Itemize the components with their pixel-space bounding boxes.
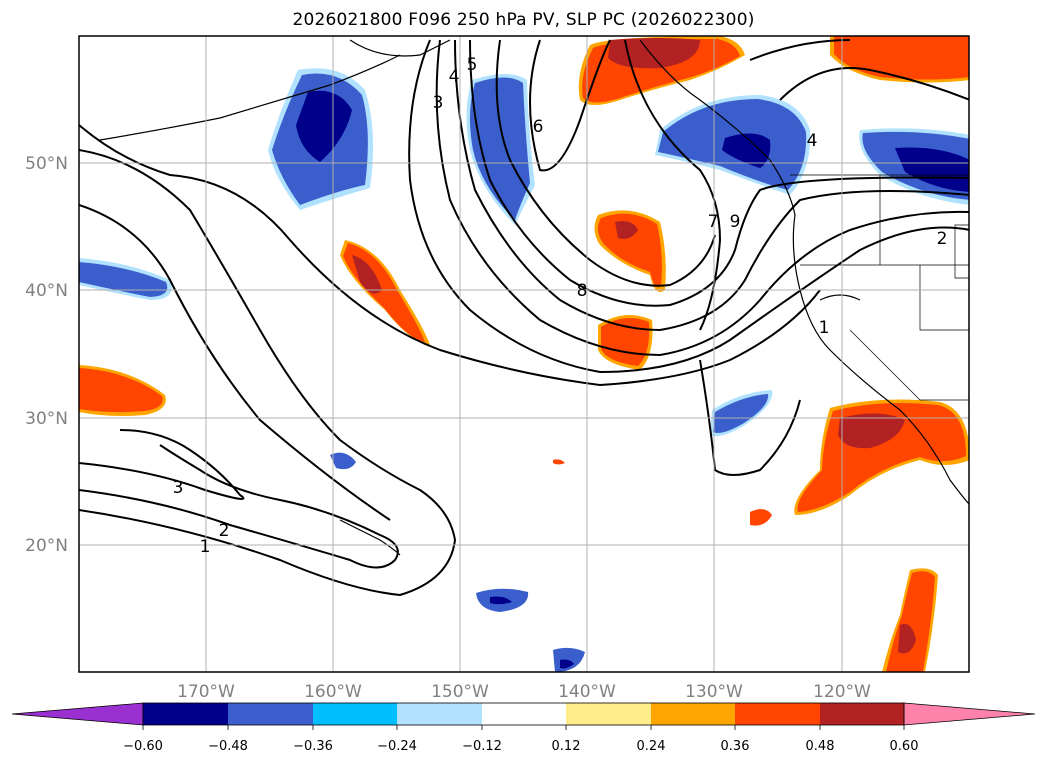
colorbar: −0.60 −0.48 −0.36 −0.24 −0.12 0.12 0.24 …	[11, 702, 1036, 754]
lon-label-150w: 150°W	[431, 682, 489, 702]
contour-label: 1	[819, 318, 830, 338]
colorbar-segment	[651, 703, 735, 725]
borders	[790, 174, 969, 401]
colorbar-tick-label: −0.60	[123, 739, 163, 754]
map-title: 2026021800 F096 250 hPa PV, SLP PC (2026…	[292, 10, 755, 30]
colorbar-segment	[313, 703, 397, 725]
lat-label-20n: 20°N	[25, 536, 68, 556]
contour-label: 6	[533, 117, 544, 137]
map-frame	[78, 35, 970, 673]
colorbar-tick-label: 0.12	[552, 739, 581, 754]
contour-label: 2	[937, 229, 948, 249]
lat-labels: 50°N 40°N 30°N 20°N	[25, 154, 68, 556]
colorbar-tick-label: 0.60	[890, 739, 919, 754]
colorbar-tick-label: 0.48	[806, 739, 835, 754]
contour-label: 1	[200, 537, 211, 557]
lon-label-140w: 140°W	[558, 682, 616, 702]
gridlines	[79, 36, 969, 672]
colorbar-tick-label: 0.24	[637, 739, 666, 754]
lat-label-30n: 30°N	[25, 409, 68, 429]
colorbar-extend-max	[903, 702, 1036, 726]
lon-label-170w: 170°W	[177, 682, 235, 702]
contour-label: 2	[219, 521, 230, 541]
colorbar-tick-label: −0.48	[208, 739, 248, 754]
colorbar-tick-label: 0.36	[721, 739, 750, 754]
colorbar-tick-label: −0.24	[377, 739, 417, 754]
lon-label-120w: 120°W	[813, 682, 871, 702]
colorbar-tick-label: −0.36	[293, 739, 333, 754]
contour-label: 7	[708, 212, 719, 232]
colorbar-segment	[482, 703, 566, 725]
lon-labels: 170°W 160°W 150°W 140°W 130°W 120°W	[177, 682, 871, 702]
lat-label-50n: 50°N	[25, 154, 68, 174]
contour-label: 3	[173, 478, 184, 498]
lon-label-130w: 130°W	[685, 682, 743, 702]
colorbar-tick-label: −0.12	[462, 739, 502, 754]
colorbar-segment	[735, 703, 820, 725]
contour-label: 4	[807, 131, 818, 151]
contour-label: 4	[449, 67, 460, 87]
contour-label: 9	[730, 212, 741, 232]
lat-label-40n: 40°N	[25, 281, 68, 301]
slp-contours	[79, 39, 969, 597]
colorbar-extend-min	[11, 702, 144, 726]
contour-label: 3	[433, 93, 444, 113]
contour-label: 5	[467, 55, 478, 75]
contour-labels: 1 2 3 3 4 5 6 7 9 8 4 2 1	[173, 55, 948, 557]
colorbar-segment	[820, 703, 904, 725]
colorbar-segment	[228, 703, 313, 725]
pv-shading	[79, 36, 969, 672]
colorbar-segment	[397, 703, 482, 725]
contour-label: 8	[577, 281, 588, 301]
colorbar-segment	[566, 703, 651, 725]
colorbar-segment	[143, 703, 228, 725]
lon-label-160w: 160°W	[304, 682, 362, 702]
